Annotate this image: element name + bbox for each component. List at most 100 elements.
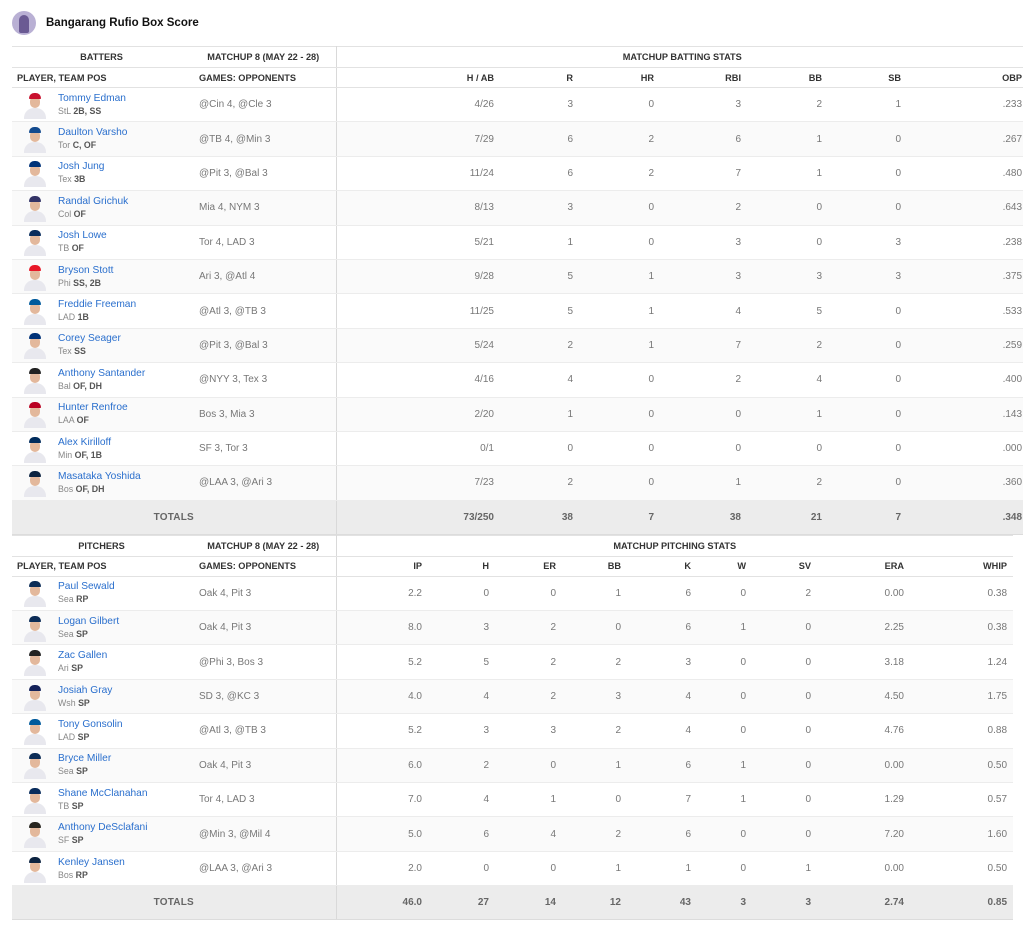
avatar-cap bbox=[29, 650, 41, 657]
stat-cell-sv: 0 bbox=[752, 816, 817, 852]
stat-cell-ip: 7.0 bbox=[336, 782, 428, 818]
player-text: Freddie Freeman LAD 1B bbox=[58, 298, 136, 324]
stat-cell-bb: 3 bbox=[562, 679, 627, 715]
pitching-stat-column-header-whip[interactable]: WHIP bbox=[910, 556, 1014, 577]
player-avatar-icon[interactable] bbox=[22, 400, 48, 429]
stat-cell-obp: .643 bbox=[907, 190, 1023, 226]
player-team: Tex bbox=[58, 346, 72, 357]
stat-cell-rbi: 2 bbox=[660, 190, 747, 226]
games-opponents-cell: Oak 4, Pit 3 bbox=[191, 610, 337, 646]
pitching-table-row: Shane McClanahan TB SP Tor 4, LAD 3 7.0 4 1 0 7… bbox=[12, 782, 1014, 818]
player-name-link[interactable]: Hunter Renfroe bbox=[58, 402, 128, 414]
batting-table-row: Freddie Freeman LAD 1B @Atl 3, @TB 3 11/25 5… bbox=[12, 293, 1023, 329]
stat-cell-k: 4 bbox=[627, 713, 697, 749]
player-name-link[interactable]: Bryce Miller bbox=[58, 753, 112, 765]
player-avatar-icon[interactable] bbox=[22, 683, 48, 711]
player-cell: Daulton Varsho Tor C, OF bbox=[12, 121, 191, 157]
stat-cell-rbi: 3 bbox=[660, 225, 747, 260]
player-name-link[interactable]: Alex Kirilloff bbox=[58, 436, 112, 448]
stat-cell-sb: 0 bbox=[828, 362, 907, 398]
player-avatar-icon[interactable] bbox=[22, 751, 48, 780]
avatar-head bbox=[30, 198, 40, 211]
avatar-torso bbox=[24, 451, 46, 463]
games-opponents-cell: Ari 3, @Atl 4 bbox=[191, 259, 337, 295]
player-name-link[interactable]: Logan Gilbert bbox=[58, 615, 120, 627]
pitching-table-row: Tony Gonsolin LAD SP @Atl 3, @TB 3 5.2 3 3 2 4 0… bbox=[12, 713, 1014, 749]
player-team-pos: TB SP bbox=[58, 800, 147, 813]
player-text: Zac Gallen Ari SP bbox=[58, 649, 107, 675]
player-name-link[interactable]: Tony Gonsolin bbox=[58, 718, 123, 730]
player-cell: Tommy Edman StL 2B, SS bbox=[12, 87, 191, 123]
pitching-player-column-header[interactable]: PLAYER, TEAM POS bbox=[12, 556, 191, 577]
player-name-link[interactable]: Tommy Edman bbox=[58, 92, 126, 104]
batting-games-column-header[interactable]: GAMES: OPPONENTS bbox=[191, 67, 337, 88]
batting-stat-column-header-h-ab[interactable]: H / AB bbox=[336, 67, 500, 88]
player-team-pos: Bos RP bbox=[58, 869, 125, 882]
player-avatar-icon[interactable] bbox=[22, 297, 48, 326]
player-avatar-icon[interactable] bbox=[22, 786, 48, 814]
batting-stat-column-header-sb[interactable]: SB bbox=[828, 67, 907, 88]
player-avatar-icon[interactable] bbox=[22, 717, 48, 745]
batting-stat-column-header-obp[interactable]: OBP bbox=[907, 67, 1023, 88]
avatar-torso bbox=[24, 417, 46, 429]
pitching-stat-column-header-h[interactable]: H bbox=[428, 556, 495, 577]
player-avatar-icon[interactable] bbox=[22, 435, 48, 463]
pitchers-group-header: PITCHERS bbox=[12, 534, 191, 557]
player-avatar-icon[interactable] bbox=[22, 648, 48, 677]
player-avatar-icon[interactable] bbox=[22, 159, 48, 188]
avatar-head bbox=[30, 756, 40, 769]
player-avatar-icon[interactable] bbox=[22, 820, 48, 849]
player-position: OF, DH bbox=[73, 380, 103, 391]
pitching-games-column-header[interactable]: GAMES: OPPONENTS bbox=[191, 556, 337, 577]
stat-cell-obp: .267 bbox=[907, 121, 1023, 157]
player-avatar-icon[interactable] bbox=[22, 579, 48, 608]
player-name-link[interactable]: Bryson Stott bbox=[58, 264, 114, 276]
pitching-stat-column-header-k[interactable]: K bbox=[627, 556, 697, 577]
total-cell-rbi: 38 bbox=[660, 499, 747, 535]
player-avatar-icon[interactable] bbox=[22, 331, 48, 360]
stat-cell-hr: 1 bbox=[579, 259, 660, 295]
player-name-link[interactable]: Zac Gallen bbox=[58, 650, 108, 662]
pitching-stat-column-header-ip[interactable]: IP bbox=[336, 556, 428, 577]
stat-cell-k: 6 bbox=[627, 748, 697, 784]
stat-cell-h-ab: 5/24 bbox=[336, 328, 500, 364]
stat-cell-h-ab: 11/25 bbox=[336, 293, 500, 329]
batting-stat-column-header-hr[interactable]: HR bbox=[579, 67, 660, 88]
player-avatar-icon[interactable] bbox=[22, 125, 48, 154]
player-text: Masataka Yoshida Bos OF, DH bbox=[58, 470, 141, 496]
pitching-stat-column-header-w[interactable]: W bbox=[697, 556, 752, 577]
batting-stat-column-header-rbi[interactable]: RBI bbox=[660, 67, 747, 88]
player-name-link[interactable]: Daulton Varsho bbox=[58, 127, 128, 139]
player-avatar-icon[interactable] bbox=[22, 469, 48, 497]
player-avatar-icon[interactable] bbox=[22, 91, 48, 119]
pitching-stat-column-header-sv[interactable]: SV bbox=[752, 556, 817, 577]
player-avatar-icon[interactable] bbox=[22, 263, 48, 291]
player-name-link[interactable]: Kenley Jansen bbox=[58, 856, 125, 868]
player-name-link[interactable]: Corey Seager bbox=[58, 333, 121, 345]
player-name-link[interactable]: Josh Lowe bbox=[58, 230, 107, 242]
player-name-link[interactable]: Paul Sewald bbox=[58, 581, 115, 593]
player-name-link[interactable]: Josh Jung bbox=[58, 161, 105, 173]
player-avatar-icon[interactable] bbox=[22, 228, 48, 257]
player-name-link[interactable]: Anthony Santander bbox=[58, 367, 146, 379]
player-name-link[interactable]: Freddie Freeman bbox=[58, 299, 137, 311]
stat-cell-r: 3 bbox=[500, 190, 579, 226]
player-name-link[interactable]: Josiah Gray bbox=[58, 684, 113, 696]
player-avatar-icon[interactable] bbox=[22, 366, 48, 394]
games-opponents-cell: @Phi 3, Bos 3 bbox=[191, 644, 337, 680]
total-cell-h-ab: 73/250 bbox=[336, 499, 500, 535]
player-position: 1B bbox=[77, 312, 89, 323]
player-avatar-icon[interactable] bbox=[22, 614, 48, 642]
player-name-link[interactable]: Masataka Yoshida bbox=[58, 470, 141, 482]
player-name-link[interactable]: Shane McClanahan bbox=[58, 787, 148, 799]
player-name-link[interactable]: Randal Grichuk bbox=[58, 195, 129, 207]
player-name-link[interactable]: Anthony DeSclafani bbox=[58, 822, 148, 834]
batting-player-column-header[interactable]: PLAYER, TEAM POS bbox=[12, 67, 191, 88]
pitching-stat-column-header-bb[interactable]: BB bbox=[562, 556, 627, 577]
player-avatar-icon[interactable] bbox=[22, 855, 48, 883]
pitching-stat-column-header-er[interactable]: ER bbox=[495, 556, 562, 577]
player-avatar-icon[interactable] bbox=[22, 194, 48, 222]
batting-stat-column-header-bb[interactable]: BB bbox=[747, 67, 828, 88]
batting-stat-column-header-r[interactable]: R bbox=[500, 67, 579, 88]
pitching-stat-column-header-era[interactable]: ERA bbox=[817, 556, 910, 577]
